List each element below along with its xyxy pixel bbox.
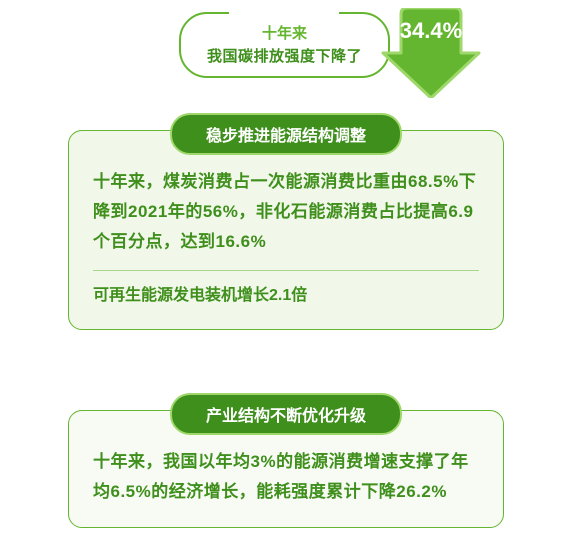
section-1-divider — [93, 270, 479, 271]
section-1-pill: 稳步推进能源结构调整 — [170, 113, 402, 155]
header-line2: 我国碳排放强度下降了 — [207, 45, 362, 66]
section-2-body: 十年来，我国以年均3%的能源消费增速支撑了年均6.5%的经济增长，能耗强度累计下… — [93, 447, 479, 507]
header-callout: 十年来 我国碳排放强度下降了 — [115, 12, 455, 78]
section-2-card: 产业结构不断优化升级 十年来，我国以年均3%的能源消费增速支撑了年均6.5%的经… — [68, 410, 504, 528]
header-notch — [229, 11, 339, 15]
header-line1: 十年来 — [207, 22, 362, 43]
section-1-body: 十年来，煤炭消费占一次能源消费比重由68.5%下降到2021年的56%，非化石能… — [93, 167, 479, 256]
section-1-card: 稳步推进能源结构调整 十年来，煤炭消费占一次能源消费比重由68.5%下降到202… — [68, 130, 504, 330]
section-2-pill: 产业结构不断优化升级 — [170, 393, 402, 435]
header-bubble: 十年来 我国碳排放强度下降了 — [179, 12, 390, 78]
section-1-sub: 可再生能源发电装机增长2.1倍 — [93, 283, 479, 309]
